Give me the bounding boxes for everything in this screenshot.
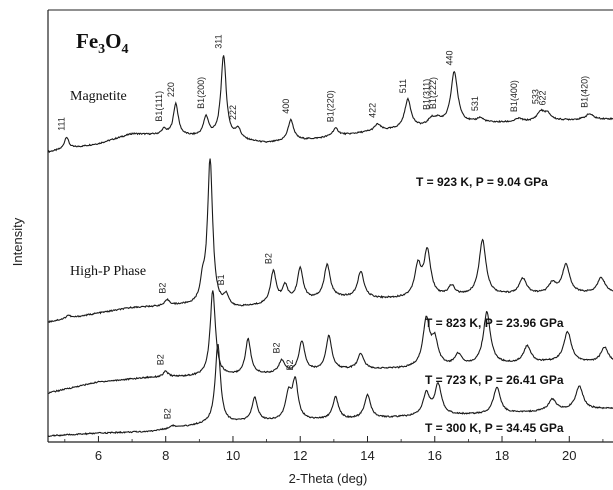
xrd-trace-4 bbox=[47, 343, 613, 437]
x-tick-label: 16 bbox=[428, 448, 442, 463]
condition-label: T = 723 K, P = 26.41 GPa bbox=[425, 373, 564, 387]
x-tick-label: 10 bbox=[226, 448, 240, 463]
peak-label: B1 bbox=[216, 274, 226, 285]
x-tick-label: 8 bbox=[162, 448, 169, 463]
peak-label: B2 bbox=[285, 360, 295, 371]
x-axis-label: 2-Theta (deg) bbox=[289, 471, 368, 486]
peak-label: B1(200) bbox=[196, 77, 206, 109]
peak-label: 511 bbox=[398, 79, 408, 93]
condition-label: T = 923 K, P = 9.04 GPa bbox=[416, 175, 548, 189]
high-p-phase-label: High-P Phase bbox=[70, 264, 146, 279]
condition-label: T = 300 K, P = 34.45 GPa bbox=[425, 421, 564, 435]
x-tick-label: 6 bbox=[95, 448, 102, 463]
x-tick-label: 18 bbox=[495, 448, 509, 463]
peak-label: B1(420) bbox=[579, 76, 589, 108]
peak-label: B1(311) bbox=[421, 79, 431, 110]
peak-label: B1(400) bbox=[509, 80, 519, 112]
condition-label: T = 823 K, P = 23.96 GPa bbox=[425, 316, 564, 330]
peak-label: B1(220) bbox=[326, 90, 336, 122]
peak-label: B2 bbox=[272, 342, 282, 353]
x-tick-label: 14 bbox=[360, 448, 374, 463]
peak-label: B2 bbox=[263, 253, 273, 264]
peak-label: B2 bbox=[156, 354, 166, 365]
magnetite-label: Magnetite bbox=[70, 89, 127, 104]
chart-title: Fe3O4 bbox=[76, 29, 129, 57]
peak-label: 440 bbox=[444, 50, 454, 65]
xrd-trace-3 bbox=[47, 290, 613, 395]
xrd-trace-1 bbox=[47, 55, 613, 154]
peak-label: B2 bbox=[157, 283, 167, 294]
peak-label: 422 bbox=[368, 103, 378, 118]
peak-label: 220 bbox=[166, 82, 176, 97]
y-axis-label: Intensity bbox=[10, 217, 25, 266]
peak-label: B1(222) bbox=[428, 77, 438, 109]
peak-label: 222 bbox=[228, 105, 238, 120]
x-tick-label: 12 bbox=[293, 448, 307, 463]
peak-label: B1(111) bbox=[154, 91, 164, 122]
peak-label: 533 bbox=[531, 89, 541, 104]
peak-label: 400 bbox=[281, 99, 291, 114]
peak-label: 622 bbox=[537, 90, 547, 105]
peak-label: B2 bbox=[162, 408, 172, 419]
x-tick-label: 20 bbox=[562, 448, 576, 463]
peak-label: 311 bbox=[214, 34, 224, 48]
peak-label: 531 bbox=[470, 96, 480, 111]
xrd-trace-2 bbox=[47, 158, 613, 324]
peak-label: 111 bbox=[56, 117, 66, 131]
